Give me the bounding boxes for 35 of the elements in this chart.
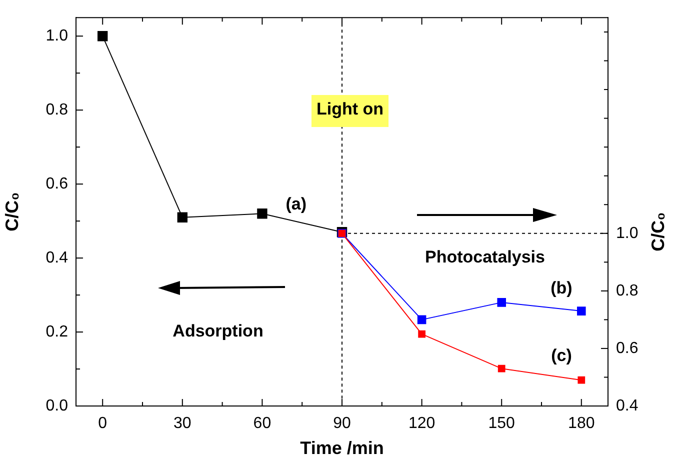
x-tick-label: 60: [253, 415, 272, 432]
y-tick-label: 0.6: [46, 175, 68, 192]
y2-tick-label: 0.6: [616, 340, 638, 357]
y2-tick-label: 0.4: [616, 397, 638, 414]
annotation: Light on: [316, 100, 384, 119]
point: [257, 208, 268, 219]
y2-tick-label: 0.8: [616, 282, 638, 300]
x-tick-label: 150: [488, 415, 516, 432]
y-tick-label: 0.0: [46, 397, 68, 414]
y-tick-label: 0.8: [46, 101, 68, 118]
y2-axis-title: C/C₀: [648, 212, 668, 252]
point: [177, 212, 188, 222]
point: [578, 376, 586, 384]
x-tick-label: 180: [568, 415, 595, 432]
point: [498, 364, 506, 372]
x-tick-label: 120: [408, 415, 436, 432]
x-axis-title: Time /min: [300, 438, 384, 458]
point: [577, 306, 586, 316]
series-label: (b): [550, 278, 572, 298]
point: [417, 315, 426, 324]
point: [418, 330, 426, 338]
y-axis-title: C/C₀: [2, 192, 22, 232]
annotation: Photocatalysis: [425, 248, 545, 267]
series-label: (c): [551, 346, 572, 366]
y-tick-label: 0.4: [46, 249, 68, 266]
y2-tick-label: 1.0: [616, 224, 638, 242]
y-tick-label: 0.2: [46, 323, 68, 340]
point: [497, 298, 506, 307]
x-tick-label: 90: [333, 415, 351, 432]
y-tick-label: 1.0: [46, 28, 68, 44]
point: [98, 31, 108, 42]
x-tick-label: 30: [174, 415, 192, 432]
series-label: (a): [286, 194, 306, 214]
annotation: Adsorption: [172, 322, 264, 341]
x-tick-label: 0: [98, 415, 108, 432]
